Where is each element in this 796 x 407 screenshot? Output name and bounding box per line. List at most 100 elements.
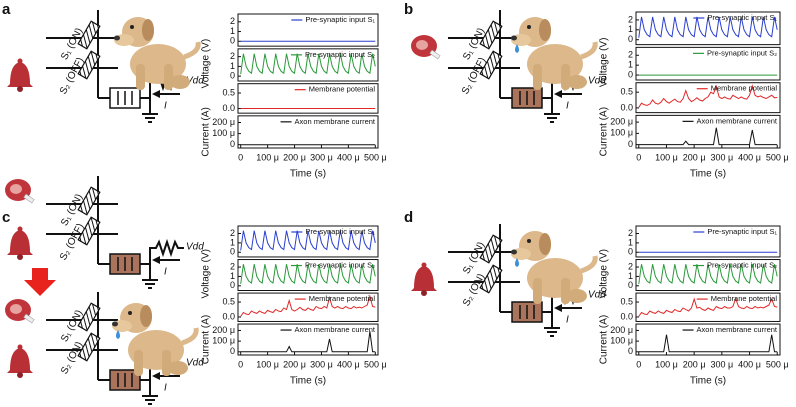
axes-frame bbox=[237, 13, 379, 47]
legend-label: Pre-synaptic input S₂ bbox=[305, 261, 375, 270]
legend-label: Pre-synaptic input S₁ bbox=[707, 13, 777, 22]
y-tick-label: 1 bbox=[230, 61, 235, 71]
y-tick-label: 0 bbox=[628, 247, 633, 257]
series-line bbox=[240, 294, 376, 317]
y-axis-label: Current (A) bbox=[201, 107, 212, 156]
x-axis-label: Time (s) bbox=[290, 376, 326, 387]
meat-icon bbox=[410, 34, 441, 60]
bell-icon bbox=[7, 226, 33, 260]
x-tick-label: 0 bbox=[636, 152, 641, 162]
x-tick-label: 500 μ bbox=[364, 359, 387, 369]
y-tick-label: 0.5 bbox=[620, 87, 633, 97]
panel-label: c bbox=[2, 209, 10, 226]
y-tick-label: 0.0 bbox=[620, 311, 633, 321]
y-tick-label: 0.5 bbox=[620, 296, 633, 306]
x-tick-label: 300 μ bbox=[710, 152, 733, 162]
series-line bbox=[638, 84, 778, 108]
axes-frame bbox=[237, 48, 379, 82]
axes-frame bbox=[237, 225, 379, 258]
dog-icon bbox=[511, 231, 595, 304]
y-axis-label: Current (A) bbox=[201, 315, 212, 364]
y-tick-label: 0.0 bbox=[222, 103, 235, 113]
y-tick-label: 100 μ bbox=[212, 335, 235, 345]
x-tick-label: 300 μ bbox=[310, 152, 333, 162]
y-tick-label: 2 bbox=[230, 51, 235, 61]
y-tick-label: 100 μ bbox=[212, 128, 235, 138]
x-tick-label: 0 bbox=[238, 152, 243, 162]
series-line bbox=[638, 16, 778, 38]
y-tick-label: 100 μ bbox=[610, 335, 633, 345]
y-tick-label: 0.0 bbox=[222, 311, 235, 321]
x-tick-label: 100 μ bbox=[655, 152, 678, 162]
y-tick-label: 2 bbox=[628, 261, 633, 271]
x-tick-label: 300 μ bbox=[310, 359, 333, 369]
axes-frame bbox=[635, 323, 781, 356]
current-label: I bbox=[566, 315, 569, 326]
legend-label: Pre-synaptic input S₁ bbox=[707, 227, 777, 236]
axes-frame bbox=[237, 292, 379, 322]
x-tick-label: 200 μ bbox=[283, 359, 306, 369]
x-tick-label: 400 μ bbox=[738, 359, 761, 369]
series-line bbox=[638, 334, 778, 353]
y-tick-label: 2 bbox=[230, 16, 235, 26]
legend-label: Pre-synaptic input S₁ bbox=[305, 15, 375, 24]
arrow bbox=[24, 268, 56, 296]
vdd-label: Vdd bbox=[588, 76, 606, 87]
y-tick-label: 1 bbox=[230, 26, 235, 36]
current-label: I bbox=[164, 101, 167, 112]
panel-label: d bbox=[404, 209, 413, 226]
y-tick-label: 0 bbox=[230, 139, 235, 149]
y-tick-label: 2 bbox=[628, 14, 633, 24]
x-tick-label: 100 μ bbox=[256, 152, 279, 162]
x-axis-label: Time (s) bbox=[290, 169, 326, 180]
legend-label: Pre-synaptic input S₂ bbox=[707, 261, 777, 270]
vdd-label: Vdd bbox=[588, 290, 606, 301]
legend-label: Pre-synaptic input S₂ bbox=[707, 48, 777, 57]
y-axis-label: Voltage (V) bbox=[599, 249, 610, 298]
series-line bbox=[240, 53, 376, 75]
y-axis-label: Voltage (V) bbox=[201, 39, 212, 88]
y-tick-label: 1 bbox=[628, 271, 633, 281]
panel-label: a bbox=[2, 1, 11, 18]
y-axis-label: Voltage (V) bbox=[201, 249, 212, 298]
x-axis-label: Time (s) bbox=[690, 169, 726, 180]
y-tick-label: 2 bbox=[230, 261, 235, 271]
y-tick-label: 200 μ bbox=[212, 325, 235, 335]
current-label: I bbox=[164, 383, 167, 394]
y-tick-label: 2 bbox=[628, 50, 633, 60]
x-tick-label: 400 μ bbox=[337, 152, 360, 162]
axes-frame bbox=[635, 46, 781, 81]
x-tick-label: 500 μ bbox=[766, 152, 789, 162]
y-tick-label: 2 bbox=[230, 228, 235, 238]
y-tick-label: 0 bbox=[230, 71, 235, 81]
x-tick-label: 200 μ bbox=[283, 152, 306, 162]
y-tick-label: 0 bbox=[628, 139, 633, 149]
series-line bbox=[638, 127, 778, 146]
y-tick-label: 100 μ bbox=[610, 128, 633, 138]
y-tick-label: 1 bbox=[628, 24, 633, 34]
bell-icon bbox=[7, 344, 33, 378]
axes-frame bbox=[237, 83, 379, 114]
x-tick-label: 500 μ bbox=[364, 152, 387, 162]
meat-icon bbox=[4, 298, 35, 324]
legend-label: Axon membrane current bbox=[697, 325, 778, 334]
legend-label: Axon membrane current bbox=[295, 117, 376, 126]
legend-label: Membrane potential bbox=[309, 85, 376, 94]
y-tick-label: 0 bbox=[230, 346, 235, 356]
y-axis-label: Voltage (V) bbox=[599, 38, 610, 87]
circuit: S₁ (ON) S₂ (OFF) Vdd I bbox=[45, 175, 204, 289]
y-tick-label: 0 bbox=[628, 34, 633, 44]
y-tick-label: 200 μ bbox=[212, 117, 235, 127]
y-tick-label: 0 bbox=[230, 36, 235, 46]
y-tick-label: 200 μ bbox=[610, 325, 633, 335]
dog-icon bbox=[511, 17, 595, 90]
axes-frame bbox=[635, 114, 781, 149]
y-tick-label: 0.5 bbox=[222, 296, 235, 306]
y-tick-label: 0 bbox=[230, 280, 235, 290]
series-line bbox=[638, 264, 778, 284]
y-tick-label: 0 bbox=[230, 247, 235, 257]
axes-frame bbox=[635, 259, 781, 292]
y-tick-label: 0.5 bbox=[222, 87, 235, 97]
x-tick-label: 0 bbox=[238, 359, 243, 369]
